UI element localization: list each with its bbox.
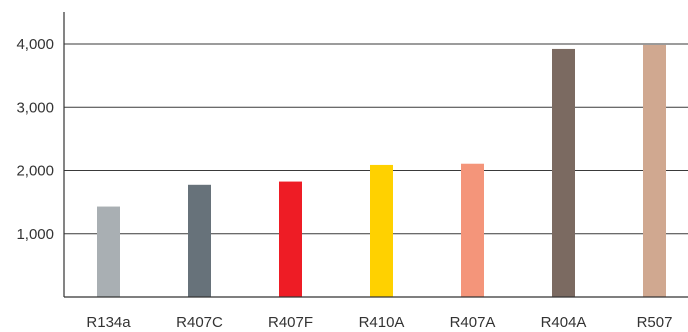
- bar-r407a: [461, 163, 484, 297]
- y-tick-label: 4,000: [16, 36, 54, 53]
- bar-r507: [643, 44, 666, 298]
- bar-r404a: [552, 48, 575, 297]
- x-tick-label: R134a: [86, 314, 131, 331]
- x-tick-label: R407F: [268, 314, 313, 331]
- y-tick-label: 2,000: [16, 163, 54, 180]
- y-tick-labels: 1,000 2,000 3,000 4,000: [16, 36, 54, 243]
- x-tick-label: R507: [637, 314, 673, 331]
- bar-r407f: [279, 181, 302, 297]
- y-tick-label: 1,000: [16, 226, 54, 243]
- x-tick-label: R410A: [359, 314, 405, 331]
- bar-r410a: [370, 164, 393, 297]
- x-tick-label: R404A: [541, 314, 587, 331]
- x-tick-label: R407C: [176, 314, 223, 331]
- y-tick-label: 3,000: [16, 99, 54, 116]
- x-tick-label: R407A: [450, 314, 496, 331]
- bar-r134a: [97, 206, 120, 297]
- bars: [97, 44, 666, 298]
- bar-r407c: [188, 184, 211, 297]
- x-tick-labels: R134a R407C R407F R410A R407A R404A R507: [86, 314, 672, 331]
